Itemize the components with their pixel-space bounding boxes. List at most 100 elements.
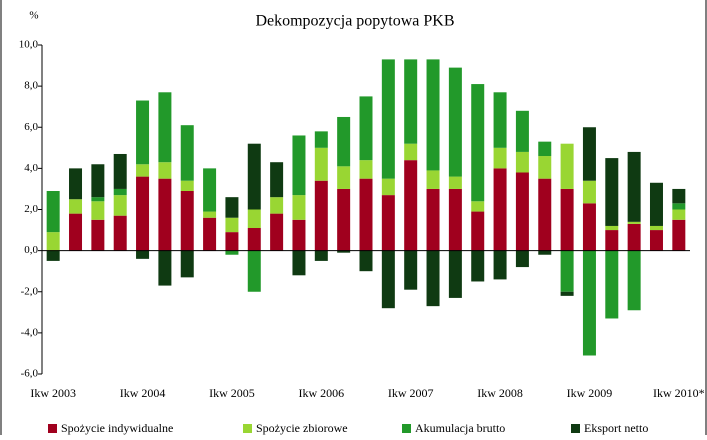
bar-segment: [158, 92, 172, 163]
bar-segment: [404, 250, 418, 290]
x-tick-label: Ikw 2010*: [653, 386, 705, 400]
bar-segment: [136, 100, 150, 165]
bar-segment: [538, 250, 552, 255]
bar-segment: [337, 116, 351, 167]
bar-segment: [270, 197, 284, 214]
legend-swatch: [402, 424, 411, 433]
x-tick-label: Ikw 2004: [120, 386, 166, 400]
bar-segment: [69, 213, 83, 251]
bar-segment: [560, 250, 574, 292]
bar-segment: [113, 215, 127, 251]
bar-segment: [426, 59, 440, 171]
bar-segment: [91, 164, 105, 198]
chart-title: Dekompozycja popytowa PKB: [255, 13, 454, 30]
bar-segment: [270, 162, 284, 198]
bar-segment: [91, 219, 105, 251]
bar-segment: [471, 84, 485, 202]
bar-segment: [292, 195, 306, 220]
bar-segment: [91, 201, 105, 220]
bar-segment: [247, 209, 261, 229]
bar-segment: [203, 168, 217, 212]
bar-segment: [381, 195, 395, 251]
bar-segment: [448, 188, 462, 251]
bar-segment: [471, 250, 485, 282]
x-tick-label: Ikw 2008: [477, 386, 523, 400]
bar-segment: [46, 250, 60, 261]
bar-segment: [359, 160, 373, 179]
bar-segment: [515, 151, 529, 173]
y-tick-label: 8,0: [24, 80, 38, 92]
bar-segment: [404, 160, 418, 251]
bar-segment: [314, 180, 328, 251]
y-tick-label: 4,0: [24, 162, 38, 174]
bar-segment: [46, 190, 60, 233]
bar-segment: [493, 250, 507, 280]
bar-segment: [359, 250, 373, 272]
bar-segment: [649, 225, 663, 231]
bar-segment: [627, 223, 641, 251]
bar-segment: [515, 172, 529, 251]
bar-segment: [381, 59, 395, 179]
bar-segment: [404, 143, 418, 161]
bar-segment: [180, 180, 194, 191]
bar-segment: [448, 67, 462, 177]
bar-segment: [649, 230, 663, 251]
y-tick-label: 6,0: [24, 121, 38, 133]
bar-segment: [136, 164, 150, 177]
bar-segment: [337, 250, 351, 253]
legend-swatch: [571, 424, 580, 433]
bar-segment: [136, 176, 150, 251]
bar-segment: [46, 232, 60, 251]
x-tick-label: Ikw 2009: [567, 386, 613, 400]
bar-segment: [69, 168, 83, 200]
bar-segment: [225, 217, 239, 233]
bar-segment: [426, 250, 440, 307]
bar-segment: [672, 188, 686, 204]
bar-segment: [471, 211, 485, 251]
y-tick-label: 0,0: [24, 244, 38, 256]
bar-segment: [649, 182, 663, 226]
bar-segment: [560, 143, 574, 189]
bar-segment: [180, 190, 194, 251]
bar-segment: [605, 158, 619, 226]
x-tick-label: Ikw 2006: [298, 386, 344, 400]
bar-segment: [180, 125, 194, 181]
bar-segment: [605, 250, 619, 319]
bar-segment: [314, 131, 328, 148]
bar-segment: [582, 127, 596, 181]
bar-segment: [203, 211, 217, 218]
bar-segment: [515, 110, 529, 152]
bar-segment: [292, 250, 306, 276]
bar-segment: [493, 147, 507, 169]
bar-segment: [225, 232, 239, 251]
legend-label: Spożycie indywidualne: [61, 421, 173, 435]
bar-segment: [493, 168, 507, 251]
legend-label: Akumulacja brutto: [415, 421, 505, 435]
bar-segment: [225, 197, 239, 218]
bar-segment: [247, 228, 261, 251]
bar-segment: [203, 217, 217, 251]
bar-segment: [158, 250, 172, 286]
bar-segment: [113, 153, 127, 189]
legend-label: Spożycie zbiorowe: [256, 421, 348, 435]
bar-segment: [359, 96, 373, 161]
y-tick-label: -6,0: [21, 368, 39, 380]
bar-segment: [337, 166, 351, 189]
bar-segment: [381, 250, 395, 309]
bar-segment: [113, 195, 127, 216]
x-tick-label: Ikw 2003: [30, 386, 76, 400]
bar-segment: [560, 188, 574, 251]
y-tick-label: 2,0: [24, 203, 38, 215]
y-tick-label: -4,0: [21, 326, 39, 338]
bar-segment: [292, 219, 306, 251]
bar-segment: [69, 199, 83, 214]
bar-segment: [136, 250, 150, 259]
bar-segment: [292, 135, 306, 196]
bar-segment: [627, 151, 641, 222]
bar-segment: [314, 250, 328, 261]
bar-segment: [605, 230, 619, 251]
bar-segment: [247, 250, 261, 292]
bar-segment: [538, 156, 552, 179]
bar-segment: [582, 250, 596, 356]
